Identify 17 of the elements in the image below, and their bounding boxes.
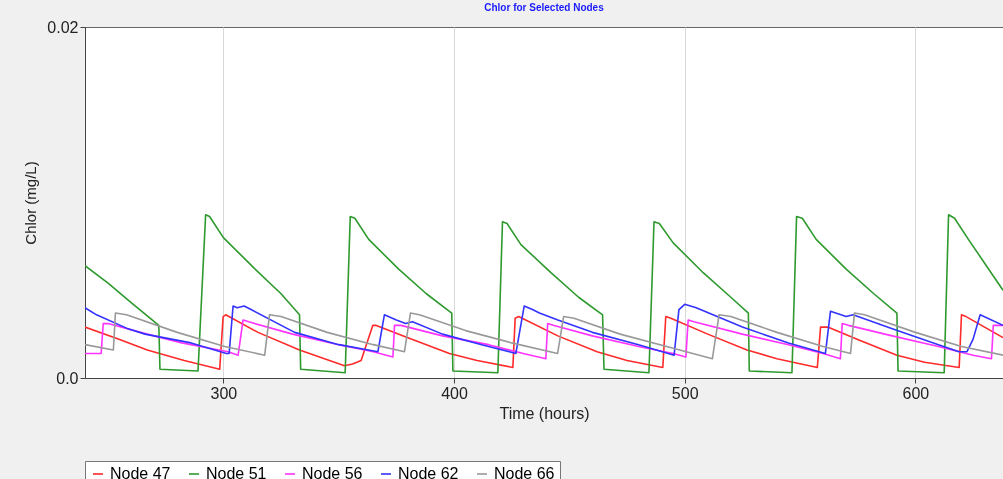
line-series (85, 213, 1003, 374)
x-tick-label: 300 (210, 384, 238, 402)
line-series (85, 303, 1003, 356)
x-tick-label: 500 (671, 384, 699, 402)
y-tick-label: 0.0 (56, 369, 79, 387)
legend-label: Node 47 (110, 465, 171, 479)
legend-label: Node 66 (494, 465, 555, 479)
y-tick-label: 0.02 (47, 18, 79, 36)
legend-label: Node 56 (302, 465, 363, 479)
x-tick-label: 600 (902, 384, 930, 402)
legend-label: Node 62 (398, 465, 459, 479)
x-axis-title: Time (hours) (499, 404, 590, 422)
legend-label: Node 51 (206, 465, 267, 479)
line-series (85, 314, 1003, 371)
y-axis-title: Chlor (mg/L) (22, 161, 40, 245)
x-tick-label: 400 (441, 384, 468, 402)
chart-title: Chlor for Selected Nodes (484, 2, 605, 13)
